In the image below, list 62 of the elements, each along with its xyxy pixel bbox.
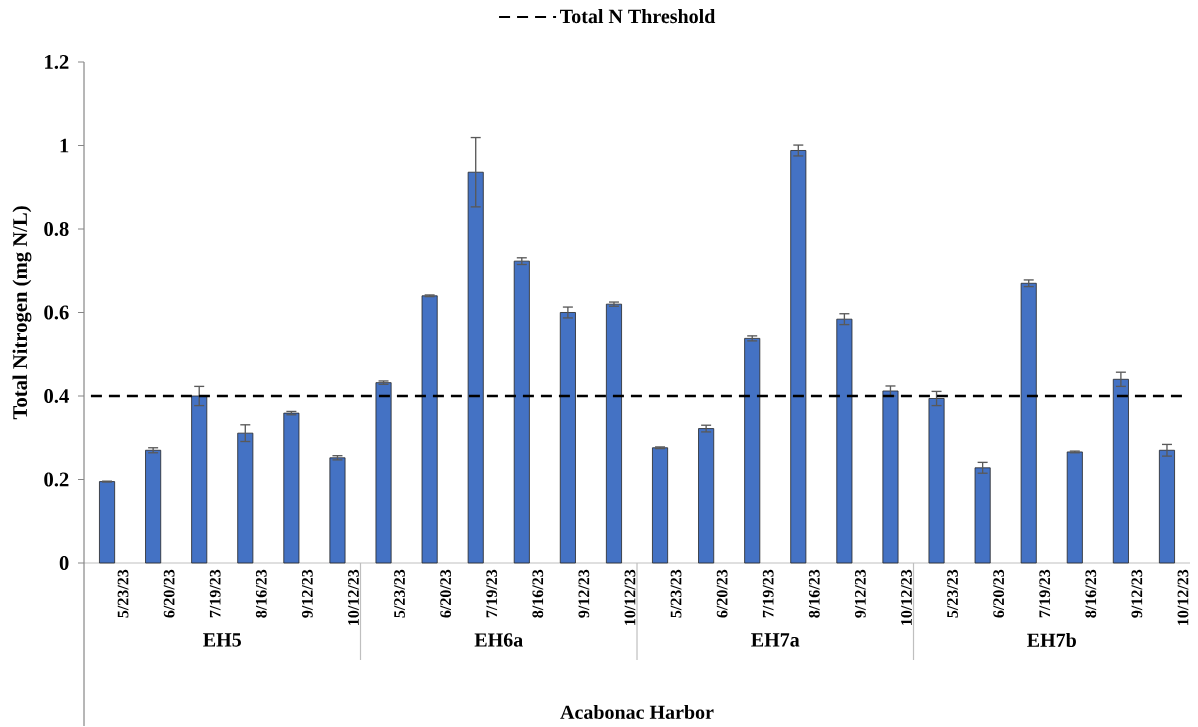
- text: EH6a: [474, 633, 523, 647]
- x-tick-label: 5/23/23: [670, 570, 682, 618]
- y-tick-label: 1.2: [45, 55, 69, 70]
- bar: [974, 467, 991, 564]
- bar: [698, 428, 715, 564]
- x-tick-label: 10/12/23: [901, 570, 912, 626]
- x-tick-label: 7/19/23: [209, 570, 221, 618]
- bar: [283, 412, 300, 564]
- x-tick-label: 5/23/23: [394, 570, 405, 618]
- y-tick-label: 0.8: [44, 222, 69, 237]
- x-tick-label: 9/12/23: [302, 570, 313, 618]
- x-tick-label: 8/16/23: [1085, 570, 1097, 618]
- x-tick-label: 8/16/23: [808, 570, 820, 618]
- bar: [99, 481, 116, 564]
- bar: [836, 318, 853, 564]
- bar: [1158, 450, 1175, 564]
- bar: [559, 312, 576, 564]
- x-tick-label: 9/12/23: [855, 570, 866, 618]
- y-tick-label: 0.2: [44, 472, 69, 487]
- bar: [790, 150, 807, 564]
- bar: [237, 432, 254, 564]
- text: EH7b: [1027, 633, 1076, 648]
- x-tick-label: 6/20/23: [993, 570, 1005, 618]
- bar: [928, 398, 945, 564]
- x-tick-label: 7/19/23: [486, 570, 498, 618]
- bar: [605, 303, 622, 564]
- x-tick-label: 10/12/23: [348, 570, 359, 626]
- x-tick-label: 9/12/23: [578, 570, 590, 618]
- x-tick-label: 8/16/23: [532, 570, 544, 618]
- x-tick-label: 10/12/23: [624, 570, 636, 626]
- y-tick-label: 0.6: [44, 305, 69, 320]
- x-tick-label: 5/23/23: [947, 570, 958, 618]
- bar: [1020, 283, 1037, 564]
- text: EH5: [203, 633, 241, 647]
- x-tick-label: 6/20/23: [716, 570, 728, 618]
- bar: [375, 382, 392, 564]
- x-tick-label: 5/23/23: [117, 570, 129, 618]
- bar: [652, 447, 669, 564]
- x-tick-label: 7/19/23: [762, 570, 774, 618]
- bar: [513, 260, 530, 564]
- y-tick-label: 1: [60, 138, 69, 153]
- x-axis-title: Acabonac Harbor: [560, 705, 714, 720]
- bar: [421, 295, 438, 564]
- y-tick-label: 0: [59, 556, 69, 571]
- x-tick-label: 8/16/23: [255, 570, 267, 618]
- bar: [1112, 379, 1129, 564]
- bar: [145, 450, 162, 564]
- y-axis-title: Total Nitrogen (mg N/L): [12, 206, 32, 420]
- x-tick-label: 6/20/23: [440, 570, 452, 618]
- x-tick-label: 9/12/23: [1131, 570, 1143, 618]
- bar: [329, 457, 346, 564]
- bar: [744, 338, 761, 564]
- bar: [1066, 451, 1083, 564]
- bar: [882, 390, 899, 564]
- x-tick-label: 7/19/23: [1039, 570, 1051, 618]
- x-tick-label: 10/12/23: [1177, 570, 1189, 626]
- bar: [467, 172, 484, 564]
- bar: [191, 395, 208, 564]
- x-tick-label: 6/20/23: [163, 570, 175, 618]
- legend-label: Total N Threshold: [560, 9, 716, 24]
- text: EH7a: [751, 633, 800, 647]
- y-tick-label: 0.4: [44, 389, 69, 404]
